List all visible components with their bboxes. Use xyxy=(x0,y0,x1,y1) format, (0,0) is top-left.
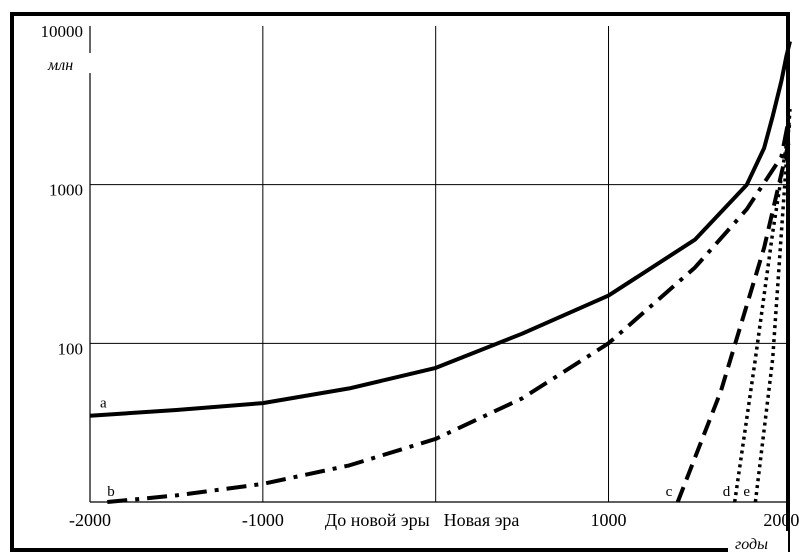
x-tick-label: 1000 xyxy=(591,510,627,530)
x-tick-label: 2000 xyxy=(763,510,799,530)
era-label-ce: Новая эра xyxy=(444,510,520,530)
y-unit-label: млн xyxy=(47,57,73,74)
series-lines xyxy=(89,40,792,504)
x-unit-bg xyxy=(728,531,788,553)
tick-labels: 10000 1000 100 -2000 -1000 1000 2000 До новой э… xyxy=(41,22,799,530)
x-tick-label: -2000 xyxy=(69,510,111,530)
series-label-b: b xyxy=(107,484,115,500)
x-tick-label: -1000 xyxy=(242,510,284,530)
y-tick-label: 1000 xyxy=(49,181,83,200)
y-tick-label: 10000 xyxy=(41,22,84,41)
series-label-c: c xyxy=(666,484,673,500)
era-label-bce: До новой эры xyxy=(325,510,430,530)
series-line-b xyxy=(107,121,791,504)
chart-frame xyxy=(10,12,790,552)
y-unit-bg xyxy=(40,53,96,73)
series-line-d xyxy=(732,121,792,503)
series-label-e: e xyxy=(743,484,750,500)
y-tick-label: 100 xyxy=(58,339,84,358)
series-label-d: d xyxy=(723,484,731,500)
series-label-a: a xyxy=(100,396,107,412)
series-line-e xyxy=(753,108,792,503)
series-line-c xyxy=(675,136,792,503)
x-unit-label: годы xyxy=(735,536,768,553)
series-line-a xyxy=(89,40,792,418)
grid-lines xyxy=(89,26,790,503)
